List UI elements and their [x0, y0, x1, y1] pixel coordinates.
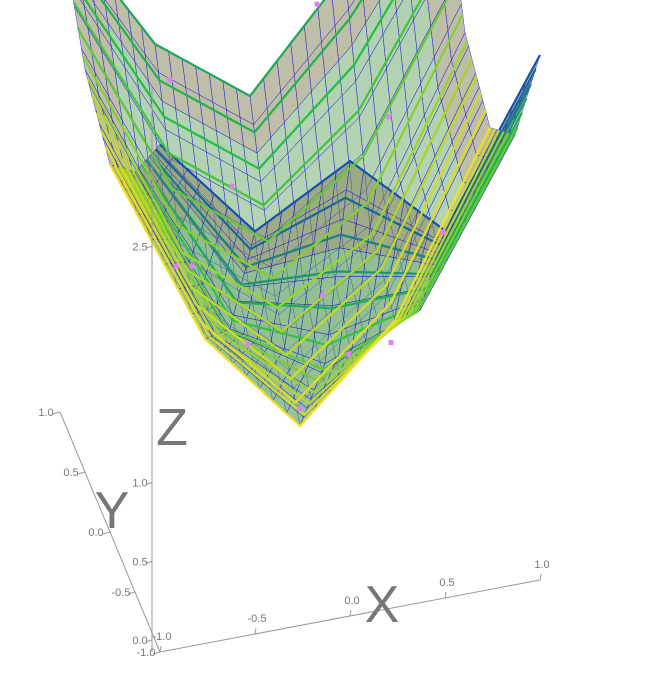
y-axis-tick	[152, 651, 161, 655]
y-axis-tick-label: 0.5	[63, 467, 78, 479]
contour-line	[154, 68, 537, 251]
scatter-point	[386, 114, 392, 120]
scatter-point	[245, 341, 251, 347]
scatter-layer	[167, 1, 446, 411]
contour-line	[104, 109, 487, 404]
scatter-point	[346, 351, 352, 357]
x-axis-tick-label: 0.5	[439, 577, 454, 589]
x-axis-tick-label: -0.5	[248, 613, 267, 625]
contour-line	[127, 132, 510, 382]
x-axis-ticks: -1.0 -0.5 0.0 0.5 1.0	[153, 559, 550, 653]
y-axis-tick	[127, 591, 136, 595]
x-axis-tick-label: 0.0	[344, 595, 359, 607]
contour-line	[109, 127, 491, 428]
y-axis-ticks: -1.0 -0.5 0.0 0.5 1.0	[38, 407, 161, 659]
scatter-point	[314, 1, 320, 7]
y-axis-tick-label: 0.0	[88, 527, 103, 539]
x-axis-tick-label: 1.0	[534, 559, 549, 571]
z-axis-tick	[145, 482, 153, 485]
scatter-point	[320, 292, 326, 298]
contour-line	[84, 0, 394, 171]
x-axis-tick	[444, 591, 447, 599]
scatter-point	[388, 340, 394, 346]
z-axis-tick	[145, 560, 153, 564]
scatter-point	[229, 183, 235, 189]
scatter-point	[297, 406, 303, 411]
y-axis-tick	[52, 411, 61, 415]
z-axis-ticks: 0.0 0.5 1.0 2.5	[132, 241, 153, 647]
scatter-point	[440, 229, 446, 235]
contour-line	[140, 112, 523, 310]
z-axis-tick-label: 2.5	[132, 241, 147, 253]
surface-patch	[394, 0, 404, 13]
z-axis-tick	[145, 245, 153, 249]
z-axis-title: Z	[156, 399, 188, 457]
z-axis-tick-label: 1.0	[132, 478, 147, 490]
y-axis-tick-label: -1.0	[137, 647, 156, 659]
contour-line	[99, 92, 482, 381]
z-axis-tick-label: 0.0	[132, 635, 147, 647]
contour-line	[119, 0, 326, 98]
x-axis-tick-label: -1.0	[153, 631, 172, 643]
x-axis-tick	[539, 573, 542, 581]
contour-layer	[72, 0, 541, 428]
x-axis-tick	[254, 627, 257, 635]
scatter-point	[189, 263, 195, 269]
scatter-point	[173, 263, 179, 269]
y-axis-tick-label: 1.0	[38, 407, 53, 419]
z-axis-tick	[145, 639, 153, 643]
y-axis-title: Y	[95, 482, 130, 540]
x-axis-tick	[159, 645, 162, 653]
z-axis-tick-label: 0.5	[132, 556, 147, 568]
y-axis-tick-label: -0.5	[112, 587, 131, 599]
y-axis-tick	[102, 531, 111, 535]
scatter-point	[167, 77, 173, 83]
contour-line	[90, 57, 473, 333]
contour-line	[72, 0, 423, 207]
x-axis-title: X	[365, 576, 400, 634]
x-axis-tick	[349, 609, 352, 617]
contour-line	[95, 75, 478, 357]
contour-line	[77, 0, 448, 243]
axes-layer: -1.0-0.50.00.51.0 -1.0-0.50.00.51.0 0.00…	[38, 87, 550, 659]
contour-line	[81, 13, 464, 280]
contour-line	[86, 40, 469, 310]
contour-line	[100, 0, 363, 134]
y-axis-tick	[77, 471, 86, 475]
